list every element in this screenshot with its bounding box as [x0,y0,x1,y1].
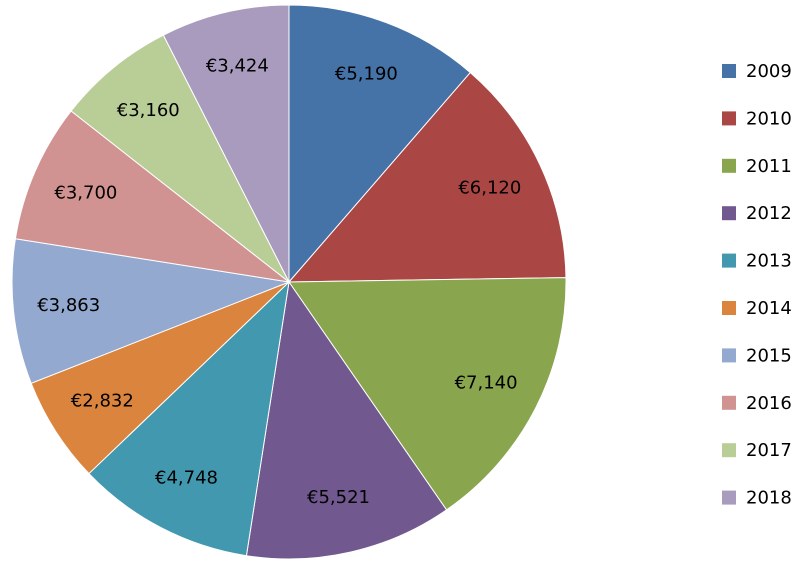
legend-swatch [722,443,736,458]
legend-swatch [722,253,736,268]
legend-label: 2011 [746,156,792,177]
pie-slice [162,4,290,283]
pie-slice [245,280,448,560]
data-label: €6,120 [458,177,521,198]
pie-slice [14,110,291,283]
data-label: €3,160 [117,100,180,121]
legend-swatch [722,301,736,315]
data-label: €5,521 [307,487,370,508]
legend-swatch [722,158,736,173]
data-label: €2,832 [71,390,134,411]
legend-label: 2014 [746,298,792,319]
data-label: €7,140 [455,372,518,393]
data-label: €4,748 [155,467,218,488]
legend-label: 2015 [746,345,792,366]
legend-label: 2013 [746,251,792,272]
legend-label: 2012 [746,203,792,224]
legend-swatch [722,206,736,221]
data-label: €3,424 [206,56,269,77]
pie-slice [11,238,291,384]
data-label: €3,700 [54,182,117,203]
legend-label: 2010 [746,108,792,129]
pie-slice [288,4,472,284]
legend-swatch [722,348,736,363]
legend-swatch [722,111,736,126]
legend-swatch [722,395,736,410]
legend-label: 2009 [746,61,792,82]
pie-slice [88,280,290,557]
legend-label: 2017 [746,440,792,461]
pie-slice [287,71,567,283]
data-label: €5,190 [335,63,398,84]
legend-swatch [722,490,736,505]
legend-swatch [722,64,736,78]
legend-label: 2018 [746,488,792,509]
pie-slice [70,34,290,283]
pie-slice [288,277,567,511]
legend-label: 2016 [746,393,792,414]
data-label: €3,863 [37,295,100,316]
